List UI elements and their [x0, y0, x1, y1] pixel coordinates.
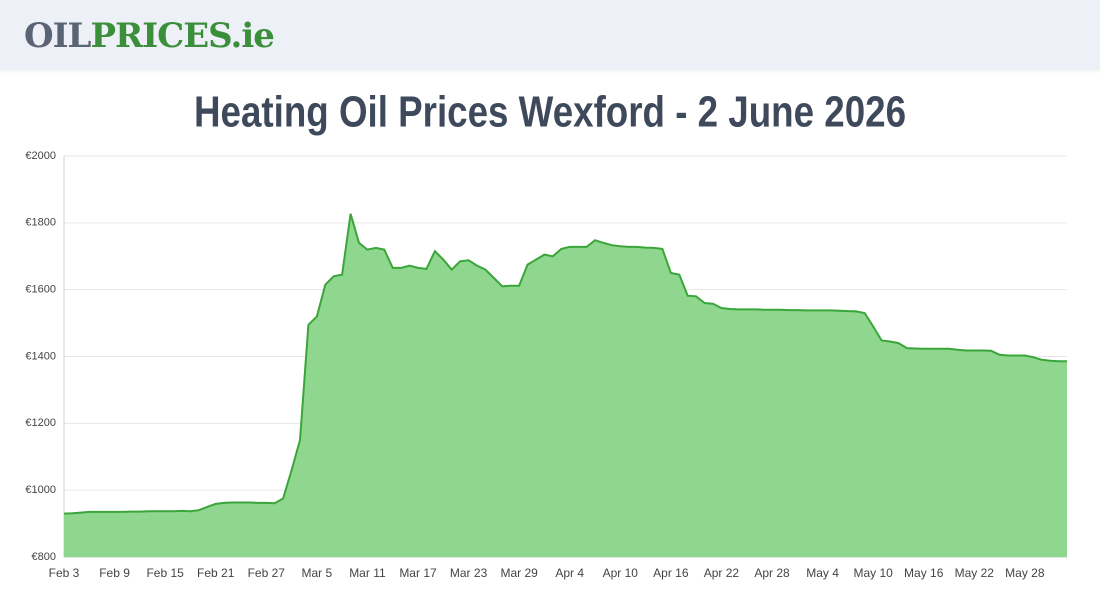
x-tick-label: Mar 11: [349, 566, 386, 580]
x-tick-label: Mar 23: [450, 566, 488, 580]
logo-part: OIL: [24, 16, 91, 56]
header: OILPRICES.ie: [0, 0, 1100, 70]
y-tick-label: €1200: [25, 417, 56, 429]
x-tick-label: Apr 4: [555, 566, 584, 580]
x-tick-label: Apr 28: [754, 566, 790, 580]
x-tick-label: Mar 17: [399, 566, 437, 580]
x-tick-label: May 4: [806, 566, 839, 580]
x-tick-label: May 16: [904, 566, 944, 580]
x-tick-label: Mar 29: [500, 566, 538, 580]
x-tick-label: Apr 22: [704, 566, 740, 580]
x-tick-label: Feb 21: [197, 566, 235, 580]
x-tick-label: Apr 10: [603, 566, 639, 580]
y-tick-label: €1600: [25, 284, 56, 296]
x-tick-label: Feb 9: [99, 566, 130, 580]
x-tick-label: May 22: [955, 566, 995, 580]
x-tick-label: Feb 3: [49, 566, 80, 580]
x-tick-label: Feb 15: [146, 566, 184, 580]
logo-part: PRICES: [90, 16, 231, 56]
logo[interactable]: OILPRICES.ie: [24, 16, 275, 56]
x-tick-label: May 28: [1005, 566, 1045, 580]
line: [63, 213, 1067, 515]
y-tick-label: €1800: [25, 217, 56, 229]
chart: Heating Oil Prices Wexford - 2 June 2026…: [25, 88, 1067, 580]
y-tick-label: €1000: [25, 484, 56, 496]
x-tick-label: Apr 16: [653, 566, 689, 580]
area: [64, 213, 1067, 558]
x-tick-label: May 10: [853, 566, 893, 580]
logo-part: .ie: [230, 16, 274, 56]
chart-title: Heating Oil Prices Wexford - 2 June 2026: [194, 88, 906, 137]
x-tick-label: Mar 5: [302, 566, 333, 580]
x-tick-label: Feb 27: [248, 566, 286, 580]
y-tick-label: €1400: [25, 350, 56, 362]
y-tick-label: €800: [32, 551, 56, 563]
y-tick-label: €2000: [25, 150, 56, 162]
